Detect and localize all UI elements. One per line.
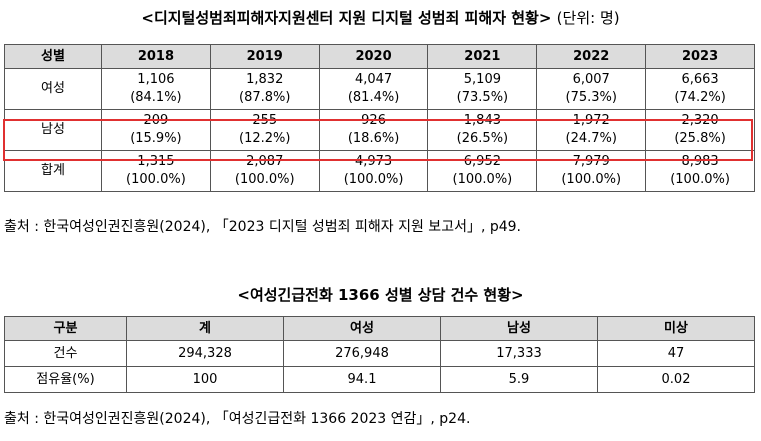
cell-count: 1,832 bbox=[246, 72, 284, 87]
cell-count: 7,979 bbox=[572, 154, 610, 169]
cell-count: 2,087 bbox=[246, 154, 284, 169]
cell-percent: (100.0%) bbox=[126, 172, 186, 187]
header-cell: 2019 bbox=[209, 44, 320, 69]
header-cell: 여성 bbox=[283, 316, 441, 341]
table-cell: 209 (15.9%) bbox=[101, 109, 211, 151]
cell-percent: (100.0%) bbox=[561, 172, 622, 187]
cell-percent: (75.3%) bbox=[565, 90, 617, 105]
table-row: 여성 1,106 (84.1%) 1,832 (87.8%) 4,047 (81.4%) 5,… bbox=[4, 68, 755, 110]
table-cell: 6,952 (100.0%) bbox=[427, 150, 538, 192]
header-cell: 2018 bbox=[101, 44, 211, 69]
cell-count: 5,109 bbox=[463, 72, 501, 87]
table-cell: 1,972 (24.7%) bbox=[536, 109, 647, 151]
cell-count: 6,007 bbox=[572, 72, 610, 87]
table1-unit: (단위: 명) bbox=[556, 9, 620, 27]
cell-count: 6,663 bbox=[681, 72, 719, 87]
cell-count: 1,972 bbox=[572, 113, 610, 128]
table-cell: 100 bbox=[126, 366, 284, 393]
header-cell: 2021 bbox=[427, 44, 538, 69]
cell-percent: (100.0%) bbox=[670, 172, 730, 187]
table-cell: 1,315 (100.0%) bbox=[101, 150, 211, 192]
header-cell: 계 bbox=[126, 316, 284, 341]
cell-count: 1,106 bbox=[137, 72, 175, 87]
table2-title: <여성긴급전화 1366 성별 상담 건수 현황> bbox=[0, 284, 761, 305]
table-cell: 5.9 bbox=[440, 366, 598, 393]
table-row: 합계 1,315 (100.0%) 2,087 (100.0%) 4,973 (100.0%… bbox=[4, 150, 755, 192]
row-label: 남성 bbox=[4, 109, 102, 151]
table-cell: 94.1 bbox=[283, 366, 441, 393]
cell-count: 209 bbox=[143, 113, 169, 128]
header-cell: 미상 bbox=[597, 316, 755, 341]
table-cell: 47 bbox=[597, 340, 755, 367]
cell-percent: (24.7%) bbox=[565, 131, 617, 146]
table-cell: 6,007 (75.3%) bbox=[536, 68, 647, 110]
table-cell: 2,320 (25.8%) bbox=[645, 109, 755, 151]
cell-count: 4,047 bbox=[354, 72, 393, 87]
hotline-table: 구분 계 여성 남성 미상 건수 294,328 276,948 17,333 47 점유… bbox=[4, 316, 755, 393]
cell-percent: (18.6%) bbox=[347, 131, 400, 146]
table2-title-text: <여성긴급전화 1366 성별 상담 건수 현황> bbox=[237, 286, 524, 304]
cell-count: 8,983 bbox=[681, 154, 719, 169]
table-cell: 0.02 bbox=[597, 366, 755, 393]
header-cell: 2023 bbox=[645, 44, 755, 69]
header-cell: 2022 bbox=[536, 44, 647, 69]
cell-percent: (74.2%) bbox=[674, 90, 726, 105]
cell-percent: (26.5%) bbox=[456, 131, 509, 146]
cell-count: 4,973 bbox=[354, 154, 393, 169]
table-cell: 1,106 (84.1%) bbox=[101, 68, 211, 110]
table-cell: 276,948 bbox=[283, 340, 441, 367]
cell-percent: (73.5%) bbox=[456, 90, 509, 105]
header-cell: 성별 bbox=[4, 44, 102, 69]
header-cell: 구분 bbox=[4, 316, 127, 341]
row-label: 점유율(%) bbox=[4, 366, 127, 393]
row-label: 여성 bbox=[4, 68, 102, 110]
cell-percent: (15.9%) bbox=[130, 131, 182, 146]
table-cell: 7,979 (100.0%) bbox=[536, 150, 647, 192]
table1-title: <디지털성범죄피해자지원센터 지원 디지털 성범죄 피해자 현황> (단위: 명… bbox=[0, 7, 761, 28]
header-cell: 2020 bbox=[318, 44, 429, 69]
table-row: 건수 294,328 276,948 17,333 47 bbox=[4, 340, 755, 367]
table-row: 점유율(%) 100 94.1 5.9 0.02 bbox=[4, 366, 755, 393]
cell-count: 1,315 bbox=[137, 154, 175, 169]
table1-source: 출처 : 한국여성인권진흥원(2024), 「2023 디지털 성범죄 피해자 … bbox=[4, 219, 522, 235]
cell-percent: (12.2%) bbox=[239, 131, 291, 146]
cell-count: 2,320 bbox=[681, 113, 719, 128]
table-row: 남성 209 (15.9%) 255 (12.2%) 926 (18.6%) 1,843 (26… bbox=[4, 109, 755, 151]
cell-count: 6,952 bbox=[463, 154, 501, 169]
table-header-row: 성별 2018 2019 2020 2021 2022 2023 bbox=[4, 44, 755, 69]
table-header-row: 구분 계 여성 남성 미상 bbox=[4, 316, 755, 341]
table-cell: 4,047 (81.4%) bbox=[318, 68, 429, 110]
row-label: 합계 bbox=[4, 150, 102, 192]
row-label: 건수 bbox=[4, 340, 127, 367]
table-cell: 255 (12.2%) bbox=[209, 109, 320, 151]
table-cell: 2,087 (100.0%) bbox=[209, 150, 320, 192]
cell-percent: (100.0%) bbox=[234, 172, 295, 187]
cell-percent: (87.8%) bbox=[239, 90, 291, 105]
cell-count: 255 bbox=[252, 113, 278, 128]
cell-count: 926 bbox=[361, 113, 386, 128]
cell-percent: (84.1%) bbox=[130, 90, 182, 105]
cell-count: 1,843 bbox=[463, 113, 501, 128]
cell-percent: (81.4%) bbox=[347, 90, 400, 105]
table-cell: 294,328 bbox=[126, 340, 284, 367]
table-cell: 6,663 (74.2%) bbox=[645, 68, 755, 110]
cell-percent: (100.0%) bbox=[343, 172, 404, 187]
table-cell: 926 (18.6%) bbox=[318, 109, 429, 151]
header-cell: 남성 bbox=[440, 316, 598, 341]
victims-table: 성별 2018 2019 2020 2021 2022 2023 여성 1,106… bbox=[4, 44, 755, 192]
table1-title-text: <디지털성범죄피해자지원센터 지원 디지털 성범죄 피해자 현황> bbox=[141, 9, 552, 27]
cell-percent: (25.8%) bbox=[674, 131, 726, 146]
cell-percent: (100.0%) bbox=[452, 172, 513, 187]
table-cell: 5,109 (73.5%) bbox=[427, 68, 538, 110]
table-cell: 8,983 (100.0%) bbox=[645, 150, 755, 192]
table2-source: 출처 : 한국여성인권진흥원(2024), 「여성긴급전화 1366 2023 … bbox=[4, 411, 471, 427]
table-cell: 17,333 bbox=[440, 340, 598, 367]
table-cell: 4,973 (100.0%) bbox=[318, 150, 429, 192]
table-cell: 1,843 (26.5%) bbox=[427, 109, 538, 151]
table-cell: 1,832 (87.8%) bbox=[209, 68, 320, 110]
